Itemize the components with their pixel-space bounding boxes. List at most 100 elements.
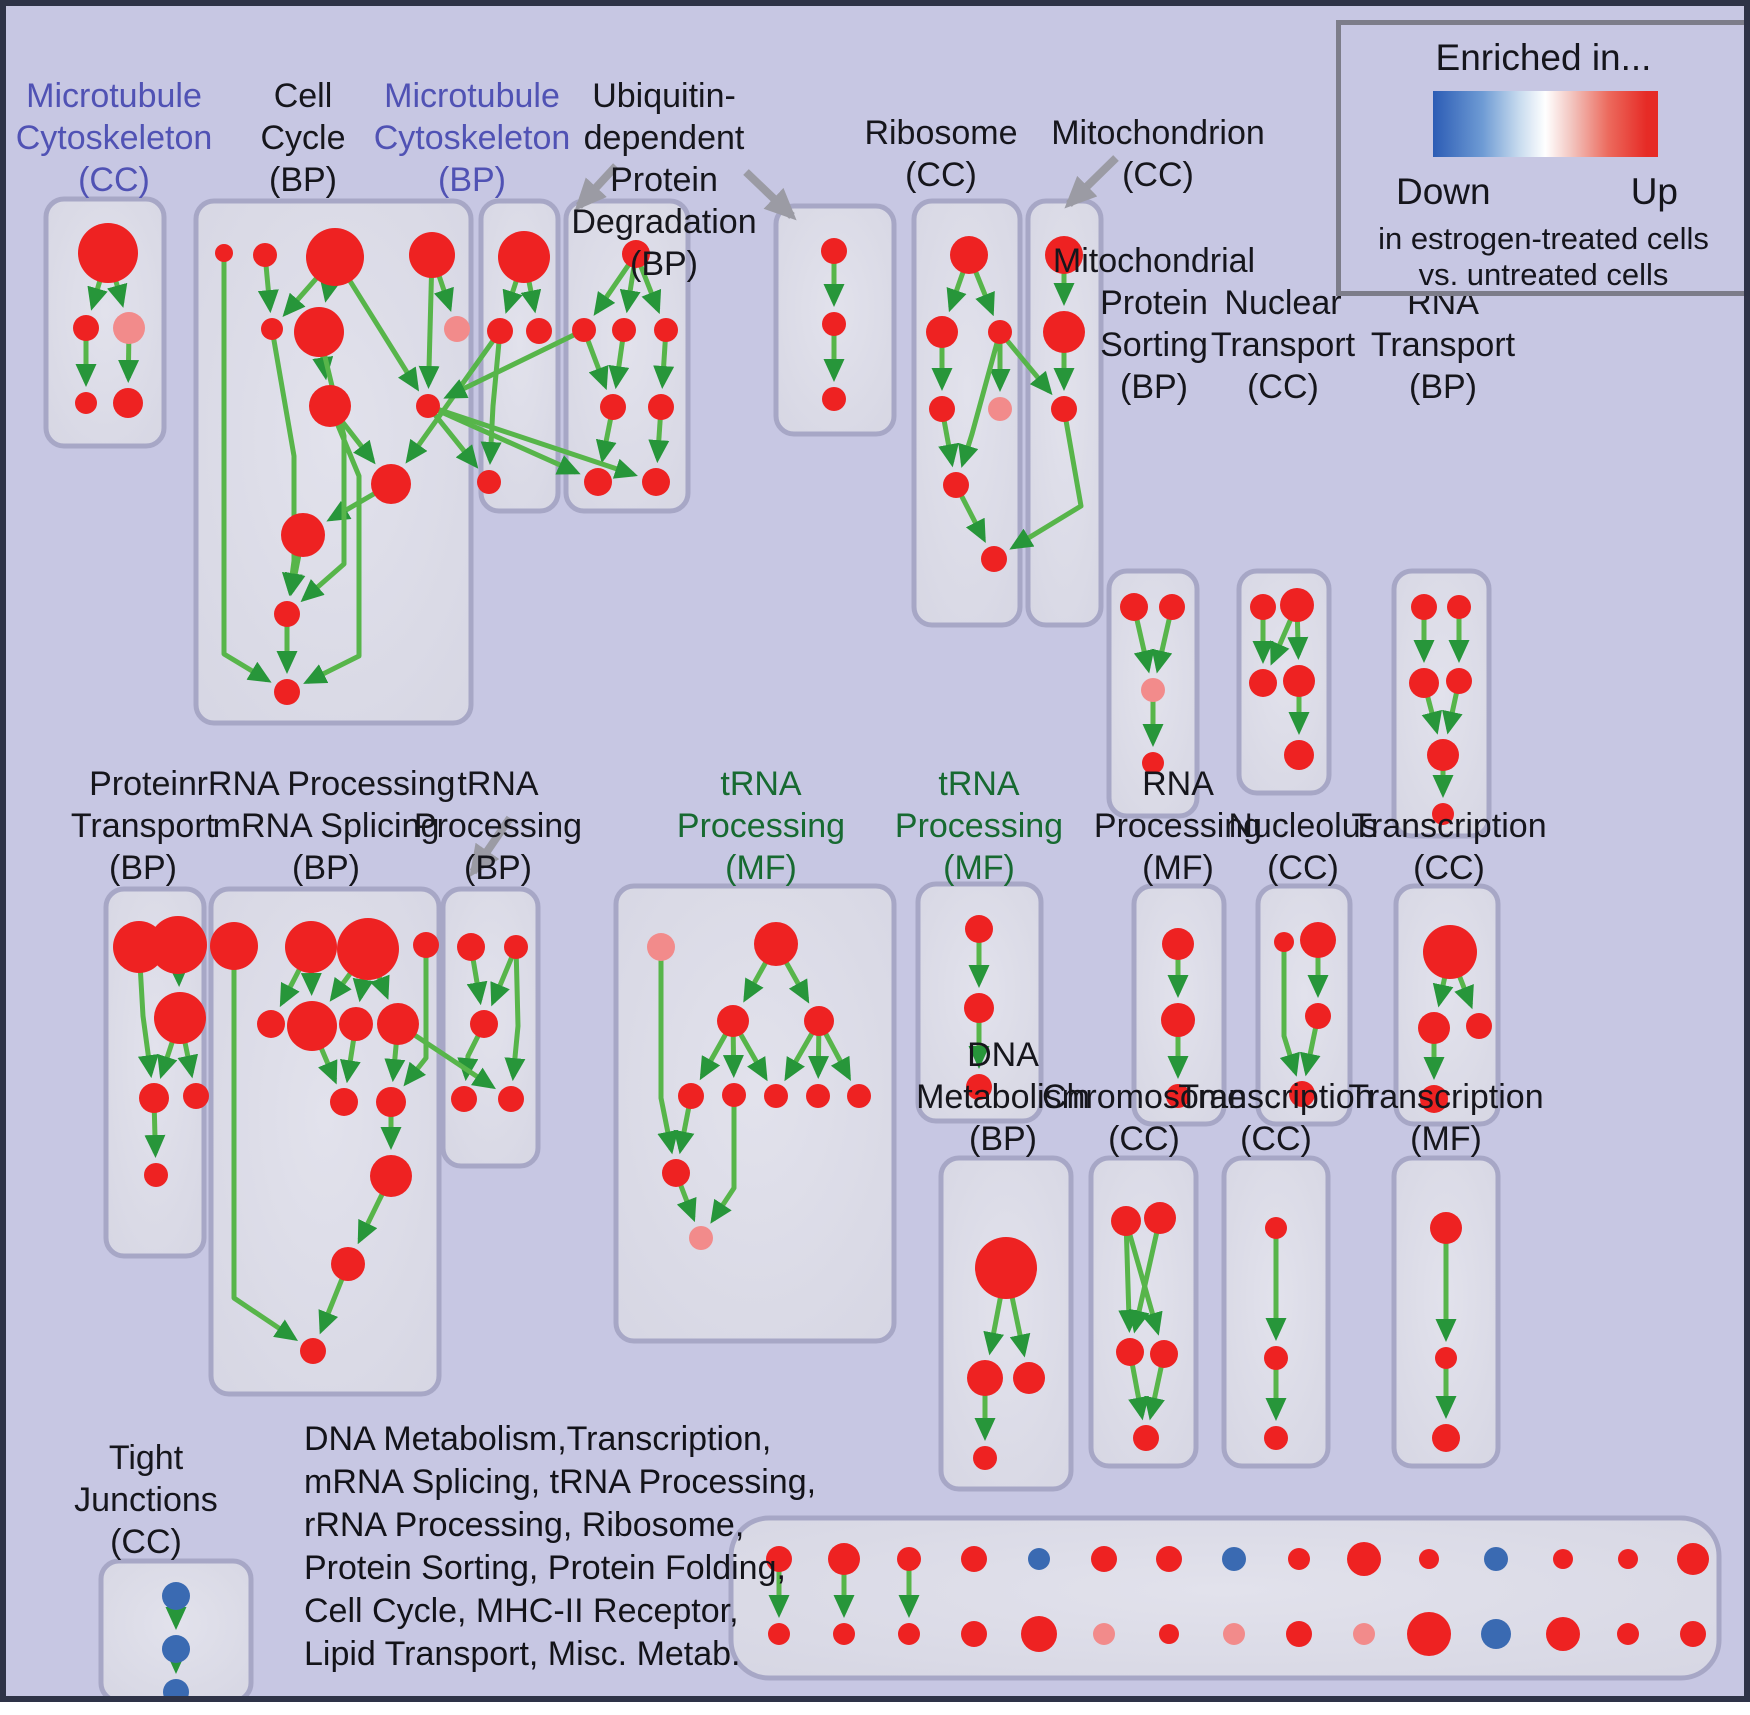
edge-ubiquitin-left [653,340,675,389]
node-dna-metabolism-1 [967,1360,1003,1396]
node-mitochondrion-0 [1045,236,1083,274]
node-trna-mf-big-3 [804,1006,834,1036]
node-trna-bp-3 [451,1086,477,1112]
edge-rrna [318,1276,345,1335]
legend-caption-line2: vs. untreated cells [1418,257,1669,292]
cluster-label-mitochondrion: Mitochondrion [1051,114,1265,152]
node-ubiquitin-left-0 [622,240,650,268]
edge-cell-cycle [345,276,420,392]
node-trna-mf-big-2 [717,1005,749,1037]
edge-cell-cycle [282,273,321,317]
edge-chromosome [1128,1230,1160,1334]
cluster-label-transcription-cc-1: (CC) [1413,849,1485,887]
node-cell-cycle-0 [215,244,233,262]
cluster-box-rna-transport [1391,568,1492,839]
node-misc-29 [1680,1621,1706,1647]
node-tight-junctions-2 [163,1679,189,1696]
cluster-label-rrna: rRNA Processing [197,765,456,803]
node-mps-3 [1142,752,1164,774]
node-misc-28 [1617,1623,1639,1645]
mitochondrion-pointer-arrow [1064,155,1119,209]
node-ribosome-2 [988,320,1012,344]
node-rrna-1 [285,921,337,973]
cluster-label-rna-transport: (BP) [1409,368,1477,406]
cluster-label-trna-mf-small: (MF) [943,849,1015,887]
node-misc-19 [1021,1616,1057,1652]
edge-trna-bp [504,957,526,1082]
cross-edge [1004,338,1053,396]
edge-cell-cycle [418,274,440,389]
cluster-label-tight-junctions: (CC) [110,1523,182,1561]
edge-trna-bp [466,958,488,1006]
edge-microtubule-cc [118,341,140,383]
node-trna-bp-0 [457,933,485,961]
node-rna-processing-mf-1 [1161,1003,1195,1037]
node-mps-2 [1141,678,1165,702]
edge-mps [1133,618,1155,674]
node-ribosome-4 [988,397,1012,421]
node-chromosome-3 [1150,1340,1178,1368]
node-trna-mf-small-1 [964,993,994,1023]
node-trna-mf-big-1 [754,922,798,966]
cluster-label-cell-cycle: Cell [274,77,333,115]
edge-ubiquitin-left [638,264,662,315]
edge-rrna [279,965,304,1008]
edge-microtubule-bp [520,278,542,314]
node-transcription-cc-2-2 [1264,1426,1288,1450]
cluster-label-chromosome: Chromosome [1042,1078,1246,1116]
cluster-label-microtubule-cc: Cytoskeleton [16,119,213,157]
edge-protein-transport [137,968,159,1079]
node-rna-processing-mf-0 [1162,928,1194,960]
color-legend: Enriched in... Down Up in estrogen-treat… [1336,20,1744,296]
node-ubiquitin-right-0 [821,238,847,264]
node-cell-cycle-9 [371,464,411,504]
node-misc-11 [1484,1547,1508,1571]
cluster-label-transcription-mf: (MF) [1410,1120,1482,1158]
legend-caption-line1: in estrogen-treated cells [1378,221,1709,256]
edge-rna-transport [1442,691,1463,735]
edge-ribosome [958,493,986,543]
legend-title: Enriched in... [1435,37,1652,78]
cluster-label-cell-cycle: (BP) [269,161,337,199]
node-misc-14 [1677,1543,1709,1575]
node-ubiquitin-left-2 [612,318,636,342]
node-rrna-6 [339,1007,373,1041]
edge-ribosome [972,269,995,317]
edge-trna-mf-big [673,1106,695,1155]
node-cell-cycle-3 [409,232,455,278]
node-microtubule-bp-1 [487,318,513,344]
cluster-label-trna-bp: (BP) [464,849,532,887]
cluster-label-microtubule-cc: Microtubule [26,77,202,115]
node-trna-mf-big-9 [662,1159,690,1187]
node-rrna-2 [337,918,399,980]
node-microtubule-bp-3 [477,470,501,494]
cluster-label-ubiquitin-left: Degradation [571,203,756,241]
cluster-label-mps: Mitochondrial [1053,242,1255,280]
node-chromosome-4 [1133,1425,1159,1451]
cross-edge [436,407,581,475]
cluster-label-trna-bp: tRNA [457,765,539,803]
node-nuclear-transport-0 [1250,594,1276,620]
edge-chromosome [1118,1233,1140,1333]
node-cell-cycle-5 [294,307,344,357]
edge-trna-mf-big [822,1031,851,1082]
cross-edge [432,412,479,469]
edge-rrna [357,1190,386,1245]
node-nuclear-transport-1 [1280,588,1314,622]
node-trna-bp-4 [498,1086,524,1112]
edge-trna-mf-big [782,959,810,1004]
cluster-label-ubiquitin-left: dependent [584,119,745,157]
cluster-label-cell-cycle: Cycle [260,119,345,157]
node-ubiquitin-left-6 [584,468,612,496]
edge-rna-transport [1421,694,1442,735]
edge-trna-mf-big [737,1031,768,1082]
node-misc-9 [1347,1542,1381,1576]
network-canvas: Microtubule Cytoskeleton (CC) Cell Cycle (BP)… [16,77,1722,1696]
cluster-label-nuclear-transport: Nuclear [1224,284,1341,322]
node-ubiquitin-right-2 [822,387,846,411]
node-trna-mf-big-0 [647,933,675,961]
cluster-label-microtubule-bp: (BP) [438,161,506,199]
edge-nucleolus [1299,1026,1321,1077]
edge-rrna [403,956,429,1087]
